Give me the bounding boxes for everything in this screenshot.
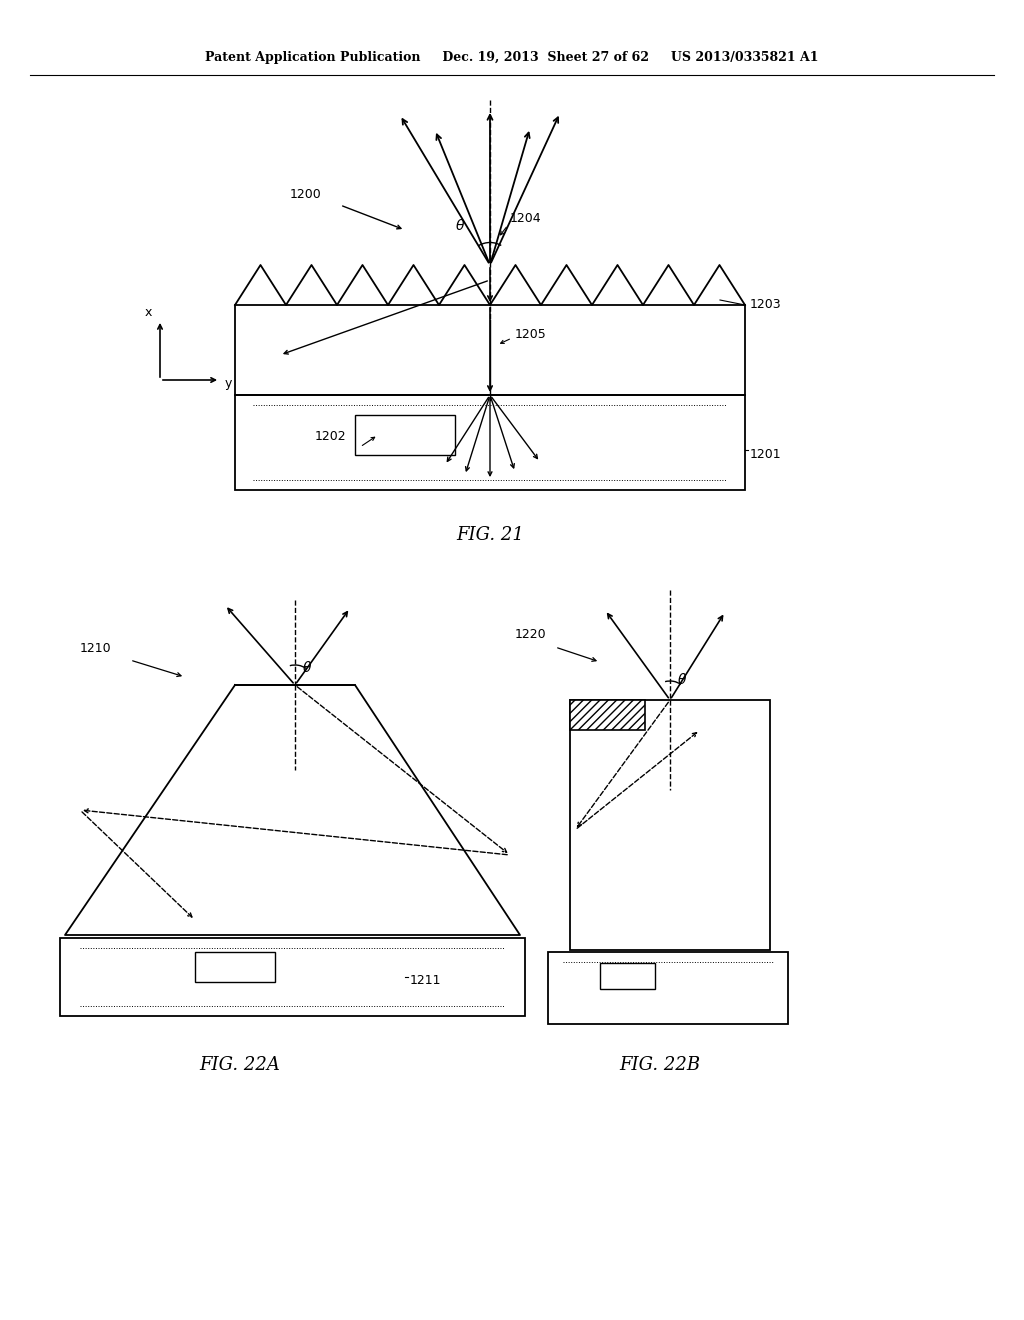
Text: 1220: 1220	[515, 628, 547, 642]
Text: x: x	[144, 305, 152, 318]
Bar	[355, 414, 455, 455]
Text: FIG. 22A: FIG. 22A	[200, 1056, 281, 1074]
Text: 1201: 1201	[750, 449, 781, 462]
Text: 1202: 1202	[315, 430, 347, 444]
Bar	[548, 952, 788, 1024]
Bar	[234, 395, 745, 490]
Text: $\theta$: $\theta$	[677, 672, 687, 688]
Text: FIG. 22B: FIG. 22B	[620, 1056, 700, 1074]
Text: 1211: 1211	[410, 974, 441, 986]
Text: y: y	[225, 378, 232, 391]
Bar	[570, 700, 770, 950]
Bar	[600, 964, 655, 989]
Bar	[60, 939, 525, 1016]
Text: $\theta$: $\theta$	[302, 660, 312, 676]
Text: Patent Application Publication     Dec. 19, 2013  Sheet 27 of 62     US 2013/033: Patent Application Publication Dec. 19, …	[205, 51, 819, 65]
Bar	[570, 700, 645, 730]
Bar	[234, 305, 745, 395]
Text: 1200: 1200	[290, 189, 322, 202]
Text: $\theta$: $\theta$	[455, 218, 465, 232]
Bar	[195, 952, 275, 982]
Text: 1205: 1205	[515, 329, 547, 342]
Text: 1210: 1210	[80, 642, 112, 655]
Text: 1203: 1203	[750, 298, 781, 312]
Text: 1204: 1204	[510, 211, 542, 224]
Text: FIG. 21: FIG. 21	[456, 525, 524, 544]
